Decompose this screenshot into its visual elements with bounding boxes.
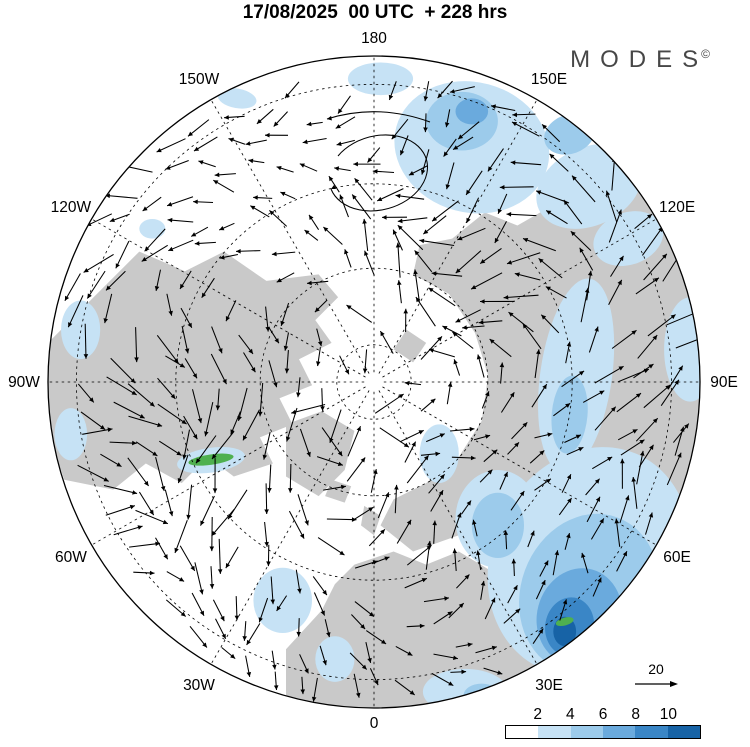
colorbar-segments <box>505 725 701 739</box>
colorbar-tick: 6 <box>598 706 608 723</box>
copyright-mark: © <box>701 47 710 61</box>
wind-shading <box>54 62 700 708</box>
lon-label: 60E <box>663 549 691 566</box>
colorbar-segment <box>506 726 539 738</box>
graticule <box>48 56 700 708</box>
logo-text: MODES <box>570 46 709 73</box>
lon-label: 150W <box>179 71 220 88</box>
lon-label: 30W <box>183 677 215 694</box>
modes-logo: MODES© <box>570 46 710 74</box>
reference-vector: 20 <box>632 662 680 690</box>
lon-label: 180 <box>361 30 387 47</box>
lon-label: 30E <box>535 677 563 694</box>
colorbar-segment <box>602 726 636 738</box>
lon-label: 120W <box>51 199 92 216</box>
wind-arrows <box>64 80 700 702</box>
colorbar-segment <box>538 726 571 738</box>
lon-label: 60W <box>55 549 87 566</box>
lon-label: 150E <box>531 71 567 88</box>
map-boundary <box>47 55 701 709</box>
colorbar-tick: 4 <box>566 706 575 723</box>
lon-label: 90E <box>710 374 738 391</box>
colorbar: 2 4 6 8 10 <box>505 706 701 739</box>
lon-label: 90W <box>8 374 40 391</box>
colorbar-segment <box>570 726 603 738</box>
lon-label: 120E <box>659 199 695 216</box>
colorbar-ticks: 2 4 6 8 10 <box>505 706 701 725</box>
colorbar-tick: 2 <box>533 706 542 723</box>
colorbar-segment <box>635 726 668 738</box>
colorbar-segment <box>667 726 700 738</box>
colorbar-tick: 10 <box>659 706 677 723</box>
reference-arrow-icon <box>635 681 678 687</box>
colorbar-tick: 8 <box>631 706 640 723</box>
reference-vector-label: 20 <box>648 661 664 677</box>
longitude-labels: 180 150E 120E 90E 60E 30E 0 30W 60W 90W 120W 150W <box>8 30 738 732</box>
lon-label: 0 <box>370 715 379 732</box>
chart-title: 17/08/2025 00 UTC + 228 hrs <box>242 2 508 23</box>
